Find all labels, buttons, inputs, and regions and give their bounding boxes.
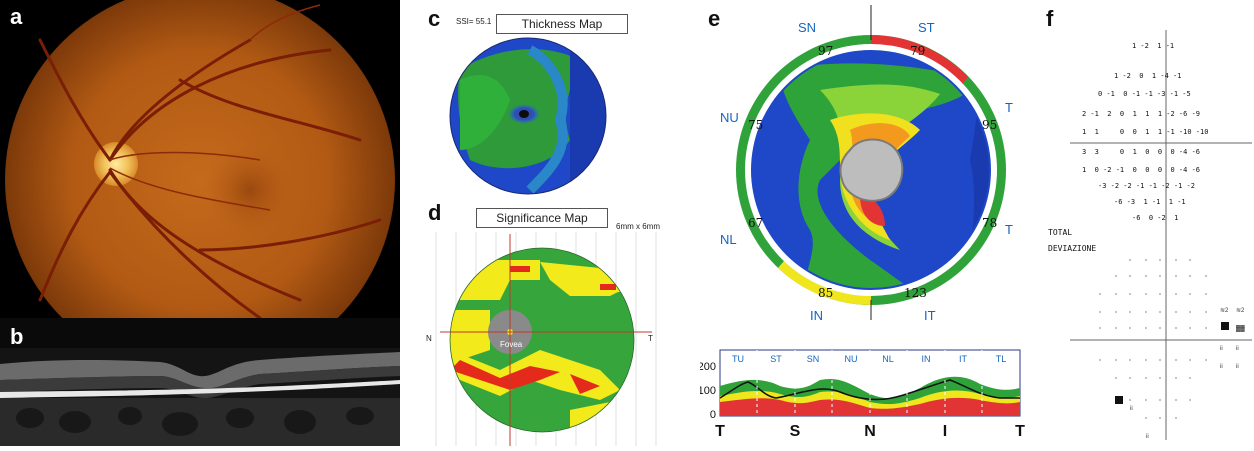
svg-text:ii: ii <box>1220 346 1223 352</box>
graph-ytick-100: 100 <box>700 385 716 397</box>
svg-text:ii: ii <box>1236 364 1239 370</box>
thickness-map-image <box>449 37 607 195</box>
vf-row-7: 1 0 -2 -1 0 0 0 0 -4 -6 <box>1082 166 1201 174</box>
visual-field-axes: ≋2 ≋2 ▓▓ ii ii ii ii ii ii <box>1070 30 1252 440</box>
oct-bscan-panel: b <box>0 318 400 446</box>
graph-segment-tl: TL <box>996 354 1007 364</box>
svg-text:≋2: ≋2 <box>1236 308 1245 314</box>
oct-bscan-image <box>0 318 400 446</box>
sector-value-tl: 78 <box>982 216 998 230</box>
fovea-label: Fovea <box>500 340 523 349</box>
temporal-side-label: T <box>648 334 653 343</box>
retinal-vessels <box>38 38 382 320</box>
graph-xtick-t1: T <box>715 423 725 440</box>
svg-text:ii: ii <box>1220 364 1223 370</box>
significance-map-title: Significance Map <box>476 208 608 228</box>
sector-value-st: 79 <box>910 44 926 58</box>
vf-row-4: 2 -1 2 0 1 1 1 -2 -6 -9 <box>1082 110 1201 118</box>
graph-xtick-i: I <box>943 423 947 440</box>
vf-defect-symbol <box>1115 396 1123 404</box>
graph-ytick-200: 200 <box>700 361 716 373</box>
sector-label-nl: NL <box>720 232 737 247</box>
vf-row-6: 3 3 0 1 0 0 0 -4 -6 <box>1082 148 1201 156</box>
retinal-vessels-small <box>109 4 321 211</box>
sector-label-nu: NU <box>720 110 739 125</box>
vf-row-5: 1 1 0 0 1 1 -1 -10 -10 <box>1082 128 1209 136</box>
graph-segment-st: ST <box>770 354 782 364</box>
sector-label-t-lower: T <box>1005 222 1013 237</box>
graph-segment-sn: SN <box>807 354 820 364</box>
scan-size-label: 6mm x 6mm <box>616 222 660 231</box>
significance-map-image <box>435 232 657 446</box>
vf-row-8: -3 -2 -2 -1 -1 -2 -1 -2 <box>1098 182 1195 190</box>
panel-label-f: f <box>1046 6 1054 31</box>
graph-segment-nu: NU <box>845 354 858 364</box>
vf-row-1: 1 -2 1 -1 <box>1132 42 1175 50</box>
sector-in-borderline <box>778 261 871 306</box>
sector-value-nu: 75 <box>748 118 764 132</box>
sector-value-tu: 95 <box>982 118 998 132</box>
rnfl-panel: e SN ST T NU NL T IN IT 97 79 75 95 67 7… <box>700 0 1030 446</box>
sector-label-sn: SN <box>798 20 817 35</box>
panel-label-e: e <box>708 6 721 31</box>
svg-text:▓▓: ▓▓ <box>1236 325 1245 332</box>
ssi-value: SSI= 55.1 <box>456 17 492 26</box>
vf-row-9: -6 -3 1 -1 1 -1 <box>1114 198 1186 206</box>
sector-label-it: IT <box>924 308 936 323</box>
svg-text:ii: ii <box>1146 434 1149 440</box>
rnfl-thickness-map <box>736 5 1006 320</box>
tsnit-graph: TU ST SN NU NL IN IT TL 200 100 0 T S N … <box>700 349 1025 440</box>
graph-segment-nl: NL <box>882 354 894 364</box>
visual-field-panel: f ≋2 ≋2 ▓▓ ii ii ii ii ii ii 1 -2 1 -1 1 -2 … <box>1040 0 1254 446</box>
significance-map-panel: d Significance Map 6mm x 6mm <box>420 200 670 446</box>
nasal-side-label: N <box>426 334 432 343</box>
vf-row-10: -6 0 -2 1 <box>1132 214 1179 222</box>
sector-label-st: ST <box>918 20 935 35</box>
vf-total-label: TOTAL <box>1048 228 1073 237</box>
vf-row-2: 1 -2 0 1 -4 -1 <box>1114 72 1182 80</box>
graph-segment-tu: TU <box>732 354 744 364</box>
vf-row-3: 0 -1 0 -1 -1 -3 -1 -5 <box>1098 90 1191 98</box>
svg-text:ii: ii <box>1236 346 1239 352</box>
graph-xtick-n: N <box>864 423 876 440</box>
panel-label-d: d <box>428 200 442 225</box>
sector-label-in: IN <box>810 308 823 323</box>
fundus-photo <box>0 0 400 375</box>
panel-label-c: c <box>428 6 441 31</box>
fundus-photo-panel: a <box>0 0 400 375</box>
sector-value-it: 123 <box>904 286 927 300</box>
panel-label-b: b <box>10 324 24 349</box>
svg-text:≋2: ≋2 <box>1220 308 1229 314</box>
optic-cup <box>839 138 904 202</box>
graph-ytick-0: 0 <box>710 409 716 421</box>
patient-thickness-line <box>719 379 1020 401</box>
vf-deviation-label: DEVIAZIONE <box>1048 244 1097 253</box>
sector-value-nl: 67 <box>748 216 764 230</box>
sector-label-t-upper: T <box>1005 100 1013 115</box>
thickness-map-panel: c SSI= 55.1 Thickness Map <box>420 0 660 200</box>
graph-segment-it: IT <box>959 354 968 364</box>
vf-defect-symbol <box>1221 322 1229 330</box>
sector-value-sn: 97 <box>818 44 834 58</box>
svg-text:ii: ii <box>1130 406 1133 412</box>
panel-label-a: a <box>10 4 23 29</box>
thickness-map-title: Thickness Map <box>496 14 628 34</box>
sector-value-in: 85 <box>818 286 834 300</box>
graph-xtick-s: S <box>790 423 801 440</box>
graph-segment-in: IN <box>922 354 931 364</box>
graph-xtick-t2: T <box>1015 423 1025 440</box>
